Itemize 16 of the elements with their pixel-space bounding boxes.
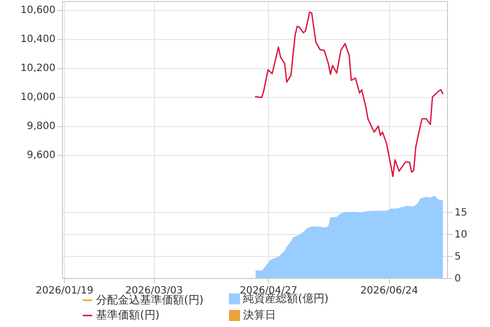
y-tick-label: 10,600 [20,5,56,16]
y2-tick-label: 10 [454,230,468,241]
y2-tick-label: 0 [454,274,461,284]
y-tick-label: 10,400 [20,34,56,46]
legend-label: 基準価額(円) [96,308,160,322]
y2-tick-label: 5 [454,252,461,263]
y-tick-label: 9,600 [26,150,56,162]
y-tick-label: 10,200 [20,63,56,74]
y-tick-label: 10,000 [20,92,56,104]
x-tick-label: 2026/06/24 [360,286,418,296]
line-series [254,11,444,178]
legend-label: 分配金込基準価額(円) [96,293,204,306]
y-tick-label: 9,800 [26,121,56,132]
x-tick-label: 2026/01/19 [36,286,94,296]
legend-label: 決算日 [243,308,276,322]
y2-tick-label: 15 [454,208,468,219]
